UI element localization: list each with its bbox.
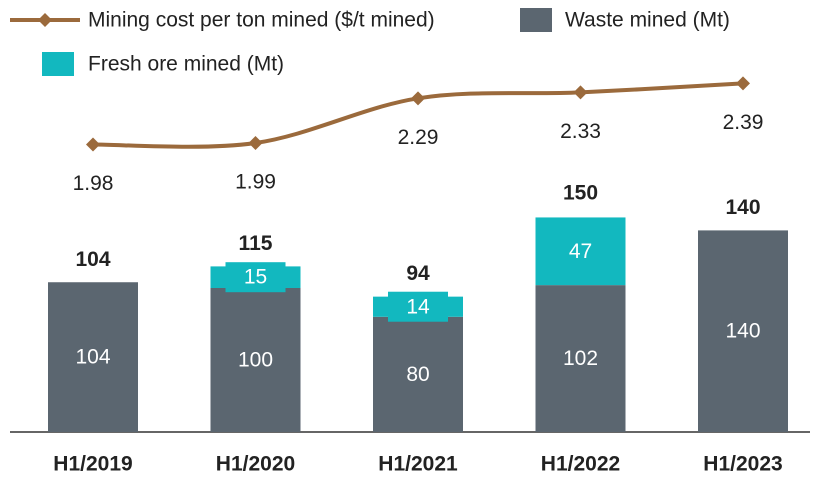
bar-segment bbox=[698, 230, 788, 432]
segment-label: 102 bbox=[563, 347, 598, 370]
line-marker bbox=[573, 85, 588, 100]
legend-label: Mining cost per ton mined ($/t mined) bbox=[88, 9, 435, 32]
x-tick-label: H1/2023 bbox=[703, 453, 782, 476]
segment-label: 104 bbox=[75, 346, 110, 369]
legend-label: Fresh ore mined (Mt) bbox=[88, 53, 284, 76]
label-background bbox=[388, 291, 448, 322]
legend-marker bbox=[38, 13, 52, 27]
line-marker bbox=[248, 136, 263, 151]
x-tick-label: H1/2019 bbox=[53, 453, 132, 476]
total-label: 140 bbox=[725, 196, 760, 219]
segment-label: 15 bbox=[244, 266, 267, 289]
line-label: 1.98 bbox=[73, 172, 114, 195]
segment-label: 14 bbox=[406, 295, 430, 318]
legend-swatch bbox=[42, 52, 74, 76]
x-tick-label: H1/2022 bbox=[541, 453, 620, 476]
line-label: 2.39 bbox=[723, 111, 764, 134]
total-label: 104 bbox=[75, 248, 110, 271]
bar-segment bbox=[48, 282, 138, 432]
line-label: 2.29 bbox=[398, 126, 439, 149]
bar-segment bbox=[373, 316, 463, 432]
bar-segment bbox=[535, 217, 626, 286]
total-label: 94 bbox=[406, 262, 430, 285]
total-label: 150 bbox=[563, 182, 598, 205]
line-label: 2.33 bbox=[560, 120, 601, 143]
segment-label: 100 bbox=[238, 349, 273, 372]
legend-swatch bbox=[520, 8, 552, 32]
line-marker bbox=[411, 91, 425, 106]
total-label: 115 bbox=[239, 232, 273, 255]
line-marker bbox=[736, 76, 750, 91]
x-tick-label: H1/2020 bbox=[216, 453, 295, 476]
legend-label: Waste mined (Mt) bbox=[565, 9, 730, 32]
x-tick-label: H1/2021 bbox=[378, 453, 458, 476]
line-marker bbox=[86, 137, 100, 152]
bar-segment bbox=[210, 288, 301, 432]
segment-label: 47 bbox=[569, 240, 592, 263]
bar-segment bbox=[535, 285, 626, 432]
segment-label: 80 bbox=[406, 363, 429, 386]
segment-label: 140 bbox=[725, 320, 760, 343]
line-label: 1.99 bbox=[235, 171, 276, 194]
label-background bbox=[225, 262, 286, 293]
